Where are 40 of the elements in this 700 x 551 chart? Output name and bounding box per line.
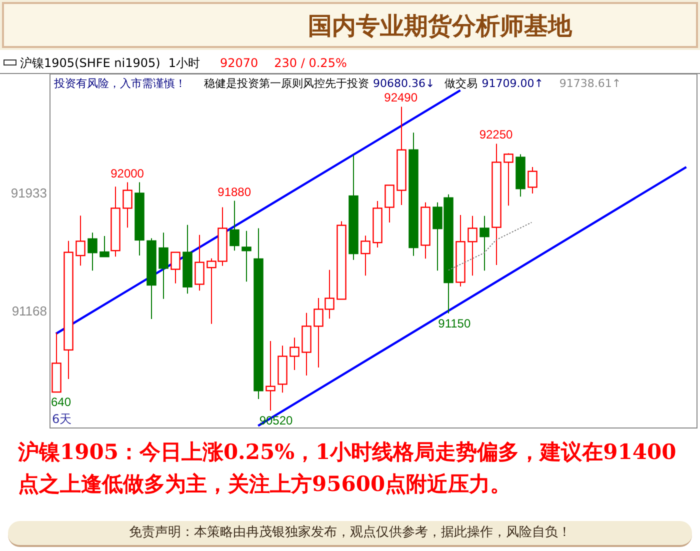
candlestick [384,184,394,224]
annotation: 91150 [438,316,471,330]
annotation: 6天 [52,412,72,426]
text: 沪镍1905：今日上涨0.25%，1小时线格局走势偏多，建议在91400点之上逢低做多为主，关注上方95600点附近压力。 [18,438,678,498]
chart-subtitle: 沪镍1905(SHFE ni1905) [20,56,160,70]
annotation: 92490 [384,90,418,105]
candlestick [158,232,168,300]
candlestick [242,230,252,282]
text: 92070 [220,56,258,70]
candlestick [230,200,240,252]
candlestick [88,232,98,272]
candlestick [194,234,204,292]
annotation: 投资有风险，入市需谨慎！ [53,77,186,90]
line-series [448,222,532,271]
candlestick [76,215,86,266]
annotation: 92250 [479,128,514,142]
candlestick [468,215,478,276]
candlestick [528,166,538,194]
annotation: 做交易 [444,77,478,90]
annotation: 91738.61↑ [559,77,622,90]
text: 免责声明：本策略由冉茂银独家发布，观点仅供参考，据此操作，风险自负！ [8,521,692,547]
candlestick [170,252,180,284]
annotation: 91709.00↑ [482,77,544,90]
annotation: 640 [51,395,72,410]
candlestick [360,235,370,276]
annotation: 91880 [218,184,252,199]
candlestick [100,235,110,258]
y-tick-label: 91933 [10,186,47,201]
y-tick-label: 91168 [12,304,47,319]
annotation: 稳健是投资第一原则风控先于投资 [204,77,369,90]
candlestick [504,152,514,206]
annotation: 92000 [110,166,144,180]
candlestick [266,340,276,412]
text: 1小时 [168,56,200,70]
candlestick [122,182,132,228]
candlestick [480,215,490,272]
candlestick [290,337,300,371]
annotation: 90680.36↓ [373,77,435,90]
chart-title: 国内专业期货分析师基地 [308,12,573,40]
text: 230 / 0.25% [274,56,347,70]
